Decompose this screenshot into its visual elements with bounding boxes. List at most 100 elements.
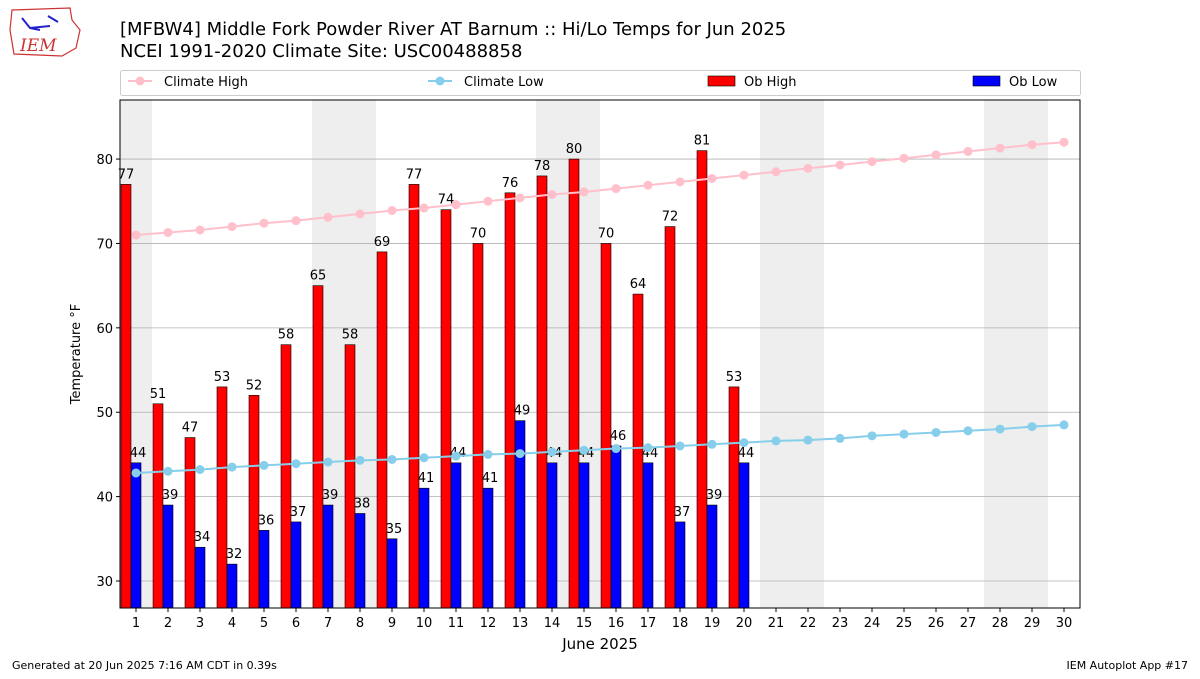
data-label: 44 [130,446,147,461]
y-tick-label: 70 [96,237,113,252]
bar [578,462,590,609]
bar [386,538,398,609]
x-tick-label: 17 [640,616,657,631]
x-tick-label: 28 [992,616,1009,631]
climate-point [419,203,429,213]
legend-label: Ob High [744,75,797,90]
climate-point [675,441,685,451]
data-label: 47 [182,421,199,436]
climate-point [707,439,717,449]
footer-right: IEM Autoplot App #17 [1067,659,1189,672]
y-tick-label: 50 [96,406,113,421]
legend-swatch [972,75,1001,87]
x-axis-label: June 2025 [561,635,638,653]
climate-point [963,146,973,156]
x-tick-label: 15 [576,616,593,631]
bar [706,504,718,609]
climate-point [227,222,237,232]
x-tick-label: 13 [512,616,529,631]
bar [152,403,164,609]
climate-point [675,177,685,187]
climate-point [739,438,749,448]
data-label: 49 [514,404,531,419]
x-tick-label: 7 [324,616,332,631]
climate-point [291,216,301,226]
x-tick-label: 2 [164,616,172,631]
climate-point [899,429,909,439]
plot-frame [119,99,1081,609]
x-tick-label: 9 [388,616,396,631]
climate-point [451,451,461,461]
climate-point [547,447,557,457]
data-label: 77 [118,167,135,182]
data-label: 41 [482,471,499,486]
x-tick-label: 3 [196,616,204,631]
climate-point [195,465,205,475]
y-tick-label: 30 [96,575,113,590]
climate-point [323,457,333,467]
bar [376,251,388,609]
bar [440,209,452,609]
data-label: 39 [162,488,179,503]
climate-point [163,466,173,476]
climate-point [803,163,813,173]
climate-point [835,433,845,443]
data-label: 39 [322,488,339,503]
bar [162,504,174,609]
data-label: 78 [534,159,551,174]
data-label: 38 [354,496,371,511]
bar [504,192,516,609]
chart-subtitle: NCEI 1991-2020 Climate Site: USC00488858 [120,41,522,62]
climate-point [419,453,429,463]
bar [120,184,132,609]
bar [344,344,356,609]
bar [216,386,228,609]
bar [312,285,324,609]
data-label: 35 [386,522,403,537]
x-tick-label: 10 [416,616,433,631]
bar [194,546,206,609]
bar [322,504,334,609]
bar [450,462,462,609]
climate-point [323,212,333,222]
bar [258,530,270,609]
climate-point [515,449,525,459]
climate-point [355,455,365,465]
data-label: 37 [290,505,307,520]
climate-line [135,423,1065,474]
bar [600,243,612,609]
bar [536,175,548,609]
x-tick-label: 25 [896,616,913,631]
data-label: 69 [374,235,391,250]
bar [610,445,622,609]
climate-point [579,445,589,455]
climate-line [135,141,1065,237]
climate-point [835,160,845,170]
weekend-shade [1016,100,1048,608]
climate-point [483,196,493,206]
climate-point [355,209,365,219]
x-tick-label: 30 [1056,616,1073,631]
climate-point [195,225,205,235]
climate-point [611,444,621,454]
climate-point [387,454,397,464]
weekend-shade [760,100,792,608]
y-axis-label: Temperature °F [69,304,84,405]
legend-label: Climate Low [464,75,544,90]
bar [546,462,558,609]
data-label: 70 [470,226,487,241]
climate-point [547,190,557,200]
data-label: 44 [738,446,755,461]
x-tick-label: 18 [672,616,689,631]
legend-label: Climate High [164,75,248,90]
logo-outline [9,7,81,57]
x-tick-label: 4 [228,616,236,631]
climate-point [963,426,973,436]
climate-point [291,459,301,469]
bar [418,487,430,609]
footer-left: Generated at 20 Jun 2025 7:16 AM CDT in … [12,659,277,672]
bar [482,487,494,609]
bar [354,513,366,609]
logo: IEM [9,7,81,57]
